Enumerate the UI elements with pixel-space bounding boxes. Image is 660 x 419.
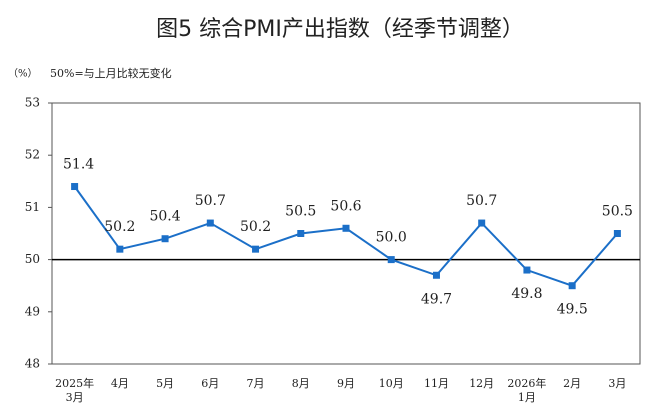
y-tick-label: 49 xyxy=(25,304,40,318)
data-label: 50.2 xyxy=(104,219,135,235)
marker xyxy=(387,256,395,264)
data-label: 49.7 xyxy=(421,291,452,307)
x-tick-label: 4月 xyxy=(110,377,129,390)
marker xyxy=(568,282,576,290)
marker xyxy=(116,245,124,253)
y-tick-label: 53 xyxy=(25,96,40,110)
x-tick-label: 11月 xyxy=(423,377,449,390)
data-label: 50.5 xyxy=(285,204,316,220)
data-label: 50.2 xyxy=(240,219,271,235)
y-tick-label: 51 xyxy=(25,200,40,214)
x-tick-label: 2026年 1月 xyxy=(507,377,547,404)
marker xyxy=(613,230,621,237)
marker xyxy=(297,230,305,237)
marker xyxy=(161,235,169,243)
x-tick-label: 8月 xyxy=(291,377,310,390)
x-tick-label: 10月 xyxy=(378,377,404,390)
subtitle: 50%=与上月比较无变化 xyxy=(50,66,172,80)
plot-frame xyxy=(51,102,641,365)
marker xyxy=(71,183,79,191)
data-label: 50.5 xyxy=(602,204,633,220)
data-label: 51.4 xyxy=(63,157,94,173)
x-tick-label: 5月 xyxy=(156,377,175,390)
marker xyxy=(523,266,531,274)
x-tick-label: 12月 xyxy=(469,377,495,390)
marker xyxy=(252,245,260,253)
marker xyxy=(206,219,214,227)
x-tick-label: 2025年 3月 xyxy=(55,377,95,404)
marker xyxy=(342,224,350,232)
y-axis-label: （%） xyxy=(8,68,38,80)
x-tick-label: 9月 xyxy=(337,377,355,390)
data-label: 50.4 xyxy=(149,209,180,225)
x-tick-label: 2月 xyxy=(563,377,582,390)
marker xyxy=(478,219,486,227)
y-tick-label: 52 xyxy=(25,148,40,162)
data-label: 50.6 xyxy=(330,198,361,214)
data-label: 49.5 xyxy=(557,302,588,318)
data-label: 49.8 xyxy=(511,286,542,302)
marker xyxy=(432,271,440,279)
x-tick-label: 6月 xyxy=(201,377,220,390)
data-label: 50.0 xyxy=(376,230,407,246)
y-tick-label: 48 xyxy=(25,357,40,371)
x-tick-label: 3月 xyxy=(608,377,627,390)
x-tick-label: 7月 xyxy=(246,377,265,390)
chart-title: 图5 综合PMI产出指数（经季节调整） xyxy=(156,17,524,42)
y-tick-label: 50 xyxy=(25,252,40,266)
data-label: 50.7 xyxy=(195,193,226,209)
data-label: 50.7 xyxy=(466,193,497,209)
